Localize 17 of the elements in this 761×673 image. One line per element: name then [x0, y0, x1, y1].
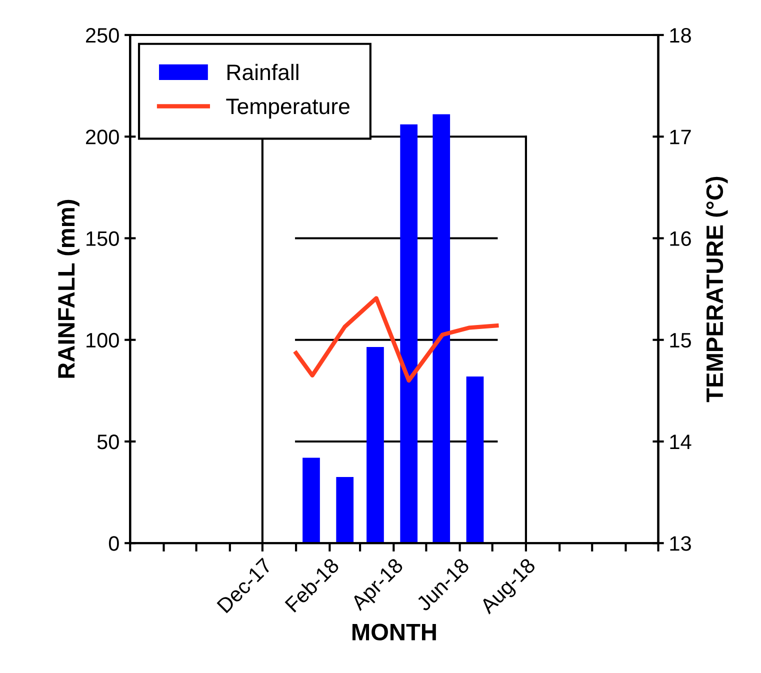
y-tick-label: 50 [97, 434, 119, 450]
y2-axis-title: TEMPERATURE (°C) [706, 176, 728, 402]
y2-tick-label: 16 [670, 231, 691, 246]
y2-tick-label: 17 [670, 130, 691, 144]
y2-tick-label: 15 [670, 333, 691, 348]
y-tick-label: 200 [86, 130, 119, 144]
legend-label: Rainfall [228, 64, 298, 80]
y-tick-label: 0 [108, 536, 119, 551]
y-tick-label: 150 [86, 231, 119, 246]
y-tick-label: 100 [86, 332, 119, 348]
y-axis-title: RAINFALL (mm) [57, 200, 80, 378]
x-axis-title: MONTH [352, 624, 436, 640]
y2-tick-label: 13 [670, 536, 691, 551]
y-tick-label: 250 [86, 28, 119, 43]
legend-label: Temperature [226, 98, 350, 119]
y2-tick-label: 18 [670, 28, 691, 43]
y2-tick-label: 14 [670, 434, 692, 450]
